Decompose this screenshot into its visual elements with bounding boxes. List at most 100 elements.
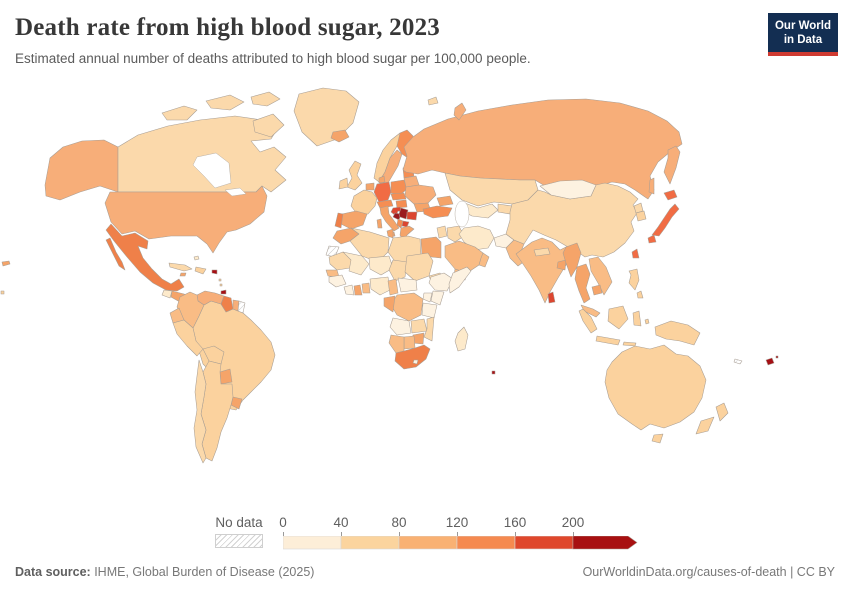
- region-french-guiana[interactable]: [237, 300, 246, 314]
- indonesia-moluccas[interactable]: [644, 318, 650, 325]
- country-egypt[interactable]: [420, 236, 442, 259]
- region-new-caledonia[interactable]: [733, 358, 743, 365]
- country-paraguay[interactable]: [219, 368, 233, 385]
- country-philippines[interactable]: [628, 268, 640, 291]
- legend-bin-5[interactable]: [514, 536, 574, 550]
- country-poland[interactable]: [390, 179, 408, 196]
- legend-bin-1[interactable]: [283, 536, 342, 550]
- country-caucasus[interactable]: [436, 195, 454, 207]
- country-australia[interactable]: [604, 344, 707, 431]
- country-tunisia[interactable]: [386, 228, 394, 239]
- country-ivory-coast[interactable]: [343, 284, 355, 296]
- country-kenya[interactable]: [430, 290, 445, 306]
- country-iceland[interactable]: [330, 129, 350, 143]
- country-gabon-congo[interactable]: [383, 295, 396, 313]
- country-ukraine[interactable]: [404, 184, 437, 205]
- country-uk[interactable]: [346, 160, 363, 191]
- japan-kyushu[interactable]: [647, 234, 657, 244]
- country-niger[interactable]: [368, 255, 394, 276]
- russia-sakhalin[interactable]: [648, 177, 655, 195]
- fiji-dot[interactable]: [775, 355, 779, 359]
- legend-bin-6-arrow[interactable]: [572, 536, 638, 550]
- country-fiji[interactable]: [765, 357, 775, 366]
- country-denmark[interactable]: [378, 175, 386, 184]
- islands-pacific-dot[interactable]: [0, 290, 5, 295]
- country-germany[interactable]: [373, 181, 392, 203]
- country-czech-slovakia[interactable]: [390, 192, 407, 201]
- indonesia-sumatra[interactable]: [578, 308, 598, 334]
- philippines-mindanao[interactable]: [636, 290, 644, 299]
- country-mexico[interactable]: [105, 223, 185, 292]
- no-data-swatch[interactable]: [215, 534, 263, 548]
- country-tanzania[interactable]: [421, 302, 438, 319]
- canada-arctic-island-2[interactable]: [205, 94, 245, 111]
- country-france[interactable]: [350, 189, 378, 216]
- country-south-korea[interactable]: [635, 210, 647, 222]
- country-uganda[interactable]: [422, 292, 433, 303]
- lesser-antilles-2[interactable]: [219, 283, 223, 287]
- country-somalia[interactable]: [448, 266, 472, 294]
- country-taiwan[interactable]: [631, 248, 640, 259]
- country-cambodia[interactable]: [591, 284, 603, 296]
- mexico-baja[interactable]: [105, 237, 126, 271]
- canada-arctic-island-3[interactable]: [250, 91, 281, 107]
- owid-logo[interactable]: Our World in Data: [767, 13, 838, 56]
- country-cuba[interactable]: [168, 262, 193, 272]
- country-angola[interactable]: [389, 317, 412, 336]
- country-mali[interactable]: [342, 251, 370, 276]
- legend-bin-3[interactable]: [398, 536, 458, 550]
- islands-svalbard[interactable]: [427, 96, 439, 106]
- country-zambia[interactable]: [410, 318, 428, 334]
- country-bolivia[interactable]: [202, 345, 225, 365]
- country-thailand[interactable]: [574, 263, 591, 304]
- country-trinidad[interactable]: [220, 289, 227, 295]
- country-laos-vietnam[interactable]: [588, 256, 613, 296]
- nz-north-island[interactable]: [715, 402, 729, 422]
- japan-hokkaido[interactable]: [663, 189, 678, 201]
- country-ireland[interactable]: [338, 177, 349, 190]
- country-central-african-rep[interactable]: [397, 277, 418, 293]
- country-hungary[interactable]: [395, 199, 408, 209]
- country-jamaica[interactable]: [179, 272, 187, 277]
- country-benelux[interactable]: [365, 182, 375, 191]
- legend-color-bar[interactable]: [283, 536, 639, 550]
- country-ghana[interactable]: [353, 284, 363, 296]
- country-levant[interactable]: [436, 225, 448, 239]
- country-botswana[interactable]: [403, 335, 416, 350]
- country-nigeria[interactable]: [369, 276, 391, 296]
- country-namibia[interactable]: [388, 334, 405, 354]
- indonesia-lesser-sunda[interactable]: [622, 341, 637, 347]
- russia-kamchatka[interactable]: [663, 145, 681, 185]
- country-drc[interactable]: [390, 292, 424, 322]
- country-portugal[interactable]: [334, 212, 344, 229]
- country-puerto-rico[interactable]: [211, 269, 218, 275]
- country-south-africa[interactable]: [394, 344, 431, 370]
- country-ethiopia[interactable]: [428, 272, 454, 292]
- indonesia-sulawesi[interactable]: [632, 310, 642, 327]
- country-russia[interactable]: [402, 98, 683, 200]
- japan-honshu[interactable]: [651, 203, 680, 237]
- country-turkey[interactable]: [422, 205, 453, 219]
- canada-arctic-island-1[interactable]: [161, 105, 198, 121]
- country-alaska[interactable]: [44, 139, 119, 201]
- country-cameroon[interactable]: [387, 278, 399, 296]
- country-madagascar[interactable]: [454, 326, 469, 352]
- country-bahamas[interactable]: [193, 255, 200, 261]
- country-bulgaria[interactable]: [406, 211, 418, 221]
- indonesia-java[interactable]: [595, 335, 621, 346]
- country-sudan[interactable]: [404, 252, 434, 282]
- nz-south-island[interactable]: [695, 416, 715, 435]
- italy-sardinia[interactable]: [376, 218, 383, 229]
- legend-bin-2[interactable]: [340, 536, 400, 550]
- country-chile[interactable]: [193, 359, 207, 464]
- indonesia-borneo[interactable]: [607, 305, 629, 330]
- country-spain[interactable]: [340, 210, 368, 230]
- country-alps[interactable]: [376, 199, 394, 209]
- country-guatemala[interactable]: [161, 289, 173, 299]
- country-nepal[interactable]: [533, 247, 551, 257]
- country-guyana[interactable]: [220, 295, 234, 313]
- country-oman[interactable]: [478, 252, 490, 268]
- country-togo-benin[interactable]: [361, 282, 371, 294]
- country-guinea-region[interactable]: [328, 274, 347, 288]
- country-italy[interactable]: [379, 205, 400, 232]
